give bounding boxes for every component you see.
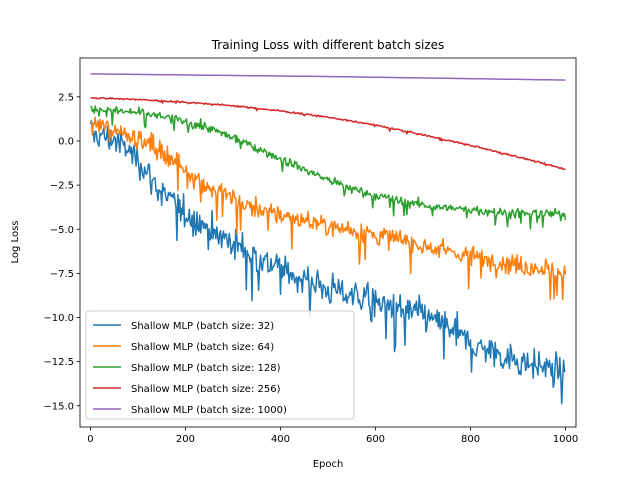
x-tick-label: 200 bbox=[176, 434, 195, 445]
plot-area bbox=[89, 73, 567, 405]
y-tick-label: −5.0 bbox=[50, 225, 74, 236]
x-tick-label: 800 bbox=[461, 434, 480, 445]
series-line-0 bbox=[89, 119, 566, 405]
chart-title: Training Loss with different batch sizes bbox=[211, 38, 445, 52]
y-axis-label: Log Loss bbox=[10, 221, 21, 264]
legend-label: Shallow MLP (batch size: 32) bbox=[131, 321, 274, 332]
y-tick-label: −7.5 bbox=[50, 269, 74, 280]
axes-frame bbox=[79, 57, 577, 428]
x-tick-label: 600 bbox=[366, 434, 385, 445]
series-line-1 bbox=[90, 116, 567, 301]
series-line-2 bbox=[90, 105, 567, 230]
y-tick-label: −2.5 bbox=[50, 181, 74, 192]
y-tick-label: 0.0 bbox=[58, 136, 74, 147]
x-axis: 0 200 400 600 800 1000 bbox=[87, 427, 578, 445]
y-tick-label: −15.0 bbox=[43, 401, 74, 412]
legend-label: Shallow MLP (batch size: 64) bbox=[131, 342, 274, 353]
series-line-3 bbox=[90, 96, 566, 171]
x-tick-label: 1000 bbox=[553, 434, 578, 445]
legend-label: Shallow MLP (batch size: 128) bbox=[131, 363, 281, 374]
y-tick-label: −12.5 bbox=[43, 357, 74, 368]
y-axis: 2.5 0.0 −2.5 −5.0 −7.5 −10.0 −12.5 −15.0 bbox=[43, 92, 80, 412]
x-tick-label: 0 bbox=[87, 434, 93, 445]
x-tick-label: 400 bbox=[271, 434, 290, 445]
x-axis-label: Epoch bbox=[313, 459, 344, 470]
series-line-4 bbox=[90, 73, 566, 81]
y-tick-label: −10.0 bbox=[43, 313, 74, 324]
legend: Shallow MLP (batch size: 32) Shallow MLP … bbox=[85, 310, 355, 420]
legend-box bbox=[85, 310, 355, 420]
legend-label: Shallow MLP (batch size: 1000) bbox=[131, 405, 287, 416]
legend-label: Shallow MLP (batch size: 256) bbox=[131, 384, 281, 395]
y-tick-label: 2.5 bbox=[58, 92, 74, 103]
